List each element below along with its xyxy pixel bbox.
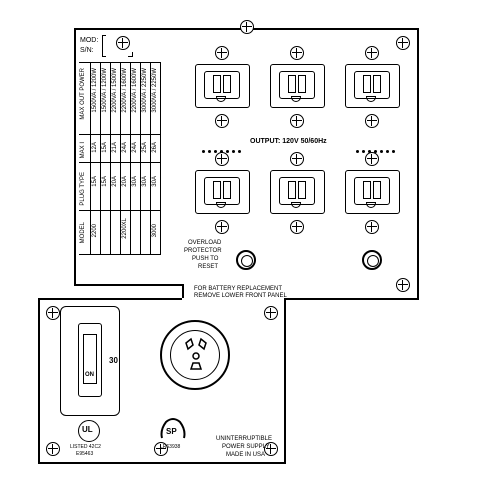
divider-dots <box>202 140 246 143</box>
overload-label: RESET <box>198 264 218 271</box>
outlet[interactable] <box>345 170 400 214</box>
csa-logo: SP <box>158 416 188 438</box>
outlet[interactable] <box>195 64 250 108</box>
screw <box>240 20 254 34</box>
outlet-screw <box>215 46 229 60</box>
ul-logo: UL <box>78 420 100 442</box>
screw <box>396 36 410 50</box>
outlet[interactable] <box>345 64 400 108</box>
overload-label: PUSH TO <box>192 256 218 263</box>
reset-button[interactable] <box>236 250 256 270</box>
footer-label: UNINTERRUPTIBLE <box>216 436 272 443</box>
mod-label: MOD: <box>80 37 98 45</box>
output-label: OUTPUT: 120V 50/60Hz <box>250 138 327 146</box>
csa-text: LR63938 <box>160 445 180 451</box>
reset-button[interactable] <box>362 250 382 270</box>
outlet-screw <box>290 46 304 60</box>
screw <box>264 306 278 320</box>
svg-text:SP: SP <box>166 427 177 436</box>
outlet-screw <box>365 46 379 60</box>
footer-label: POWER SUPPLY <box>222 444 270 451</box>
outlet-screw <box>215 152 229 166</box>
overload-label: OVERLOAD <box>188 240 221 247</box>
outlet-screw <box>290 152 304 166</box>
outlet[interactable] <box>270 64 325 108</box>
outlet[interactable] <box>195 170 250 214</box>
battery-label: FOR BATTERY REPLACEMENT <box>194 286 282 293</box>
outlet-screw <box>215 114 229 128</box>
outlet-screw <box>365 152 379 166</box>
outlet-screw <box>290 220 304 234</box>
outlet-screw <box>365 220 379 234</box>
overload-label: PROTECTOR <box>184 248 222 255</box>
outlet-screw <box>215 220 229 234</box>
screw <box>46 306 60 320</box>
ul-text: LISTED 42C2 <box>70 445 101 451</box>
twist-lock-outlet[interactable] <box>160 320 230 390</box>
divider-dots <box>356 140 400 143</box>
outlet[interactable] <box>270 170 325 214</box>
outlet-screw <box>365 114 379 128</box>
screw <box>396 278 410 292</box>
outlet-screw <box>290 114 304 128</box>
battery-label: REMOVE LOWER FRONT PANEL <box>194 293 287 300</box>
screw <box>116 36 130 50</box>
footer-label: MADE IN USA <box>226 452 265 459</box>
sn-label: S/N: <box>80 47 94 55</box>
screw <box>46 442 60 456</box>
ul-text: E95463 <box>76 452 93 458</box>
breaker-switch[interactable]: ON 30 <box>60 306 120 416</box>
